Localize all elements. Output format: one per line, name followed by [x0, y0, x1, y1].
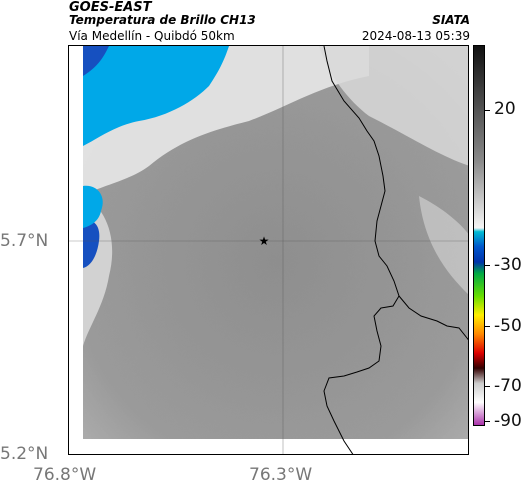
latitude-label: 5.2°N [0, 444, 49, 464]
longitude-label: 76.8°W [33, 465, 97, 485]
margin-left [69, 46, 83, 454]
title-product: Temperatura de Brillo CH13 [69, 13, 256, 27]
location-star-icon: ★ [259, 234, 270, 248]
margin-bottom [69, 439, 468, 454]
cold-cloud-west-edge [83, 185, 103, 228]
colorbar-gradient [474, 46, 484, 425]
title-satellite: GOES-EAST [69, 0, 152, 15]
haze-east [419, 196, 468, 295]
colorbar-label: -50 [494, 316, 522, 336]
colorbar-tick [485, 265, 490, 266]
haze-northeast [319, 46, 468, 166]
title-route: Vía Medellín - Quibdó 50km [69, 29, 235, 43]
satellite-map: ★ [68, 45, 469, 455]
colorbar-label: -90 [494, 411, 522, 431]
colorbar [473, 45, 485, 426]
border-line [323, 46, 400, 454]
cold-cloud-core [83, 46, 109, 76]
longitude-label: 76.3°W [249, 465, 313, 485]
colorbar-label: -30 [494, 255, 522, 275]
border-line-branch [398, 295, 468, 341]
map-canvas: ★ [69, 46, 468, 454]
colorbar-label: 20 [494, 99, 516, 119]
title-agency: SIATA [432, 13, 470, 27]
colorbar-tick [485, 326, 490, 327]
cold-cloud-northwest [83, 46, 229, 146]
colorbar-label: -70 [494, 376, 522, 396]
colorbar-tick [485, 386, 490, 387]
cold-cloud-west [83, 220, 100, 268]
title-datetime: 2024-08-13 05:39 [361, 29, 470, 43]
colorbar-tick [485, 421, 490, 422]
latitude-label: 5.7°N [0, 231, 49, 251]
colorbar-tick [485, 110, 490, 111]
